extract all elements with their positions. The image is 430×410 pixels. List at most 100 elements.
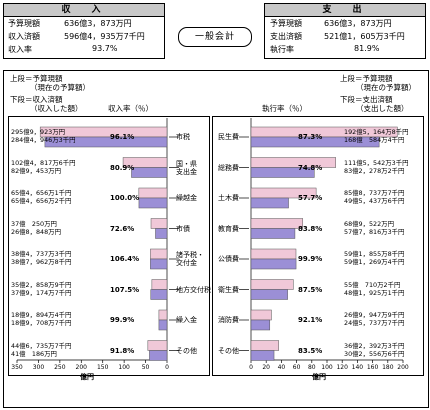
revenue-actual-bar <box>158 319 168 331</box>
expenditure-x-axis-title: 億円 <box>312 373 326 381</box>
revenue-category-label: その他 <box>176 346 197 355</box>
expenditure-budget-value-label: 55億 710万2千円 <box>344 280 401 289</box>
expenditure-x-tick-label: 160 <box>366 364 379 371</box>
revenue-actual-value-label: 38億7，962万8千円 <box>11 258 72 266</box>
revenue-rate-label: 80.9% <box>110 163 135 172</box>
revenue-actual-value-label: 65億4，656万2千円 <box>11 197 72 205</box>
expenditure-category-label: 消防費 <box>218 316 239 324</box>
right-legend-line-1: 上段＝予算現額 <box>340 74 393 83</box>
expenditure-category-label: 総務費 <box>218 163 239 172</box>
expenditure-actual-value-label: 168億 584万4千円 <box>344 136 405 144</box>
expenditure-budget-value-label: 26億9，947万9千円 <box>344 311 405 319</box>
expenditure-rate-value: 81.9% <box>354 44 380 53</box>
general-account-label: 一般会計 <box>178 27 252 47</box>
revenue-received-label: 収入済額 <box>8 32 40 41</box>
expenditure-rate-label: 92.1% <box>298 316 323 324</box>
right-legend-line-4: （支出した額） <box>356 104 409 113</box>
revenue-budget-value-label: 102億4，817万6千円 <box>11 158 76 167</box>
revenue-actual-value-label: 18億9，708万7千円 <box>11 319 72 327</box>
left-legend-line-4: （収入した額） <box>30 104 83 113</box>
revenue-rate-label: 100.0% <box>110 194 140 202</box>
revenue-actual-value-label: 82億9，453万円 <box>11 166 61 175</box>
revenue-actual-bar <box>149 350 168 361</box>
right-legend-line-2: （現在の予算額） <box>356 83 416 92</box>
expenditure-budget-bar <box>250 157 336 168</box>
expenditure-x-tick-label: 200 <box>397 364 409 371</box>
revenue-budget-value-label: 35億2，858万9千円 <box>11 280 72 289</box>
expenditure-rate-label: 83.5% <box>298 346 323 355</box>
expenditure-actual-bar <box>250 258 297 270</box>
expenditure-category-label: 公債費 <box>218 255 239 263</box>
revenue-rate-label: 99.9% <box>110 316 135 324</box>
expenditure-rate-label: 74.8% <box>298 163 323 172</box>
expenditure-budget-value-label: 36億2，392万3千円 <box>344 341 405 350</box>
expenditure-actual-bar <box>250 136 380 148</box>
revenue-actual-bar <box>138 197 168 209</box>
expenditure-budget-value-label: 192億5，164万8千円 <box>344 128 409 136</box>
expenditure-budget-bar <box>250 340 279 351</box>
revenue-received-value: 596億4，935万7千円 <box>64 32 145 41</box>
revenue-category-label: 市債 <box>176 224 190 233</box>
revenue-actual-bar <box>131 167 168 178</box>
expenditure-actual-bar <box>250 228 296 239</box>
expenditure-actual-value-label: 59億1，269万4千円 <box>344 258 405 266</box>
revenue-budget-value-label: 295億9，923万円 <box>11 128 66 136</box>
expenditure-category-label: 民生費 <box>218 133 239 141</box>
revenue-rate-label: 96.1% <box>110 133 135 141</box>
expenditure-x-tick-label: 20 <box>262 364 270 371</box>
expenditure-budget-bar <box>250 309 272 321</box>
expenditure-budget-bar <box>250 248 297 260</box>
expenditure-actual-value-label: 49億5，437万6千円 <box>344 197 405 205</box>
expenditure-spent-value: 521億1，605万3千円 <box>324 32 405 41</box>
left-rate-label: 収入率（％） <box>108 104 153 113</box>
revenue-chart-panel <box>8 116 210 376</box>
expenditure-actual-value-label: 48億1，925万1千円 <box>344 288 405 297</box>
revenue-rate-label: 91.8% <box>110 346 135 355</box>
expenditure-summary-title: 支 出 <box>265 4 425 17</box>
revenue-category-label: 繰入金 <box>176 316 197 324</box>
revenue-budget-value-label: 65億4，656万1千円 <box>11 189 72 197</box>
expenditure-category-label: 教育費 <box>218 224 239 233</box>
revenue-x-tick-label: 350 <box>11 364 23 371</box>
expenditure-actual-bar <box>250 319 271 331</box>
revenue-rate-label: 106.4% <box>110 255 140 263</box>
revenue-budget-label: 予算現額 <box>8 19 40 28</box>
revenue-actual-value-label: 26億8，848万円 <box>11 227 61 236</box>
expenditure-rate-label: 57.7% <box>298 194 323 202</box>
revenue-budget-value-label: 38億4，737万3千円 <box>11 250 72 258</box>
revenue-budget-bar <box>150 218 168 229</box>
expenditure-x-tick-label: 60 <box>292 364 301 371</box>
expenditure-actual-value-label: 83億2，278万2千円 <box>344 166 405 175</box>
left-legend-line-3: 下段＝収入済額 <box>10 95 63 104</box>
expenditure-x-tick-label: 100 <box>321 364 333 371</box>
expenditure-actual-bar <box>250 289 288 300</box>
expenditure-budget-label: 予算現額 <box>270 19 302 28</box>
expenditure-budget-value-label: 111億5，542万3千円 <box>344 158 409 167</box>
revenue-category-label: 繰越金 <box>176 194 197 202</box>
expenditure-summary-box: 支 出 <box>264 3 426 59</box>
expenditure-rate-label: 執行率 <box>270 45 294 54</box>
revenue-budget-value-label: 44億6，735万7千円 <box>11 341 72 350</box>
revenue-category-label: 諸予税・ <box>176 251 204 259</box>
expenditure-spent-label: 支出済額 <box>270 32 302 41</box>
revenue-actual-value-label: 284億4，946万3千円 <box>11 136 76 144</box>
revenue-x-tick-label: 250 <box>54 364 66 371</box>
expenditure-x-tick-label: 0 <box>249 364 253 371</box>
revenue-summary-box: 収 入 <box>3 3 165 59</box>
right-rate-label: 執行率（％） <box>262 104 307 113</box>
revenue-actual-value-label: 37億9，174万7千円 <box>11 288 72 297</box>
expenditure-category-label: その他 <box>218 346 239 355</box>
expenditure-rate-label: 87.5% <box>298 285 323 294</box>
expenditure-actual-value-label: 30億2，556万6千円 <box>344 349 405 358</box>
expenditure-x-tick-label: 140 <box>351 364 364 371</box>
expenditure-actual-bar <box>250 167 315 178</box>
expenditure-actual-bar <box>250 350 275 361</box>
expenditure-category-label: 土木費 <box>218 194 239 202</box>
expenditure-budget-value: 636億3，873万円 <box>324 19 392 28</box>
revenue-budget-value: 636億3，873万円 <box>64 19 132 28</box>
revenue-budget-value-label: 18億9，894万4千円 <box>11 311 72 319</box>
expenditure-rate-label: 87.3% <box>298 133 323 141</box>
revenue-x-tick-label: 150 <box>96 364 109 371</box>
expenditure-x-tick-label: 120 <box>336 364 348 371</box>
